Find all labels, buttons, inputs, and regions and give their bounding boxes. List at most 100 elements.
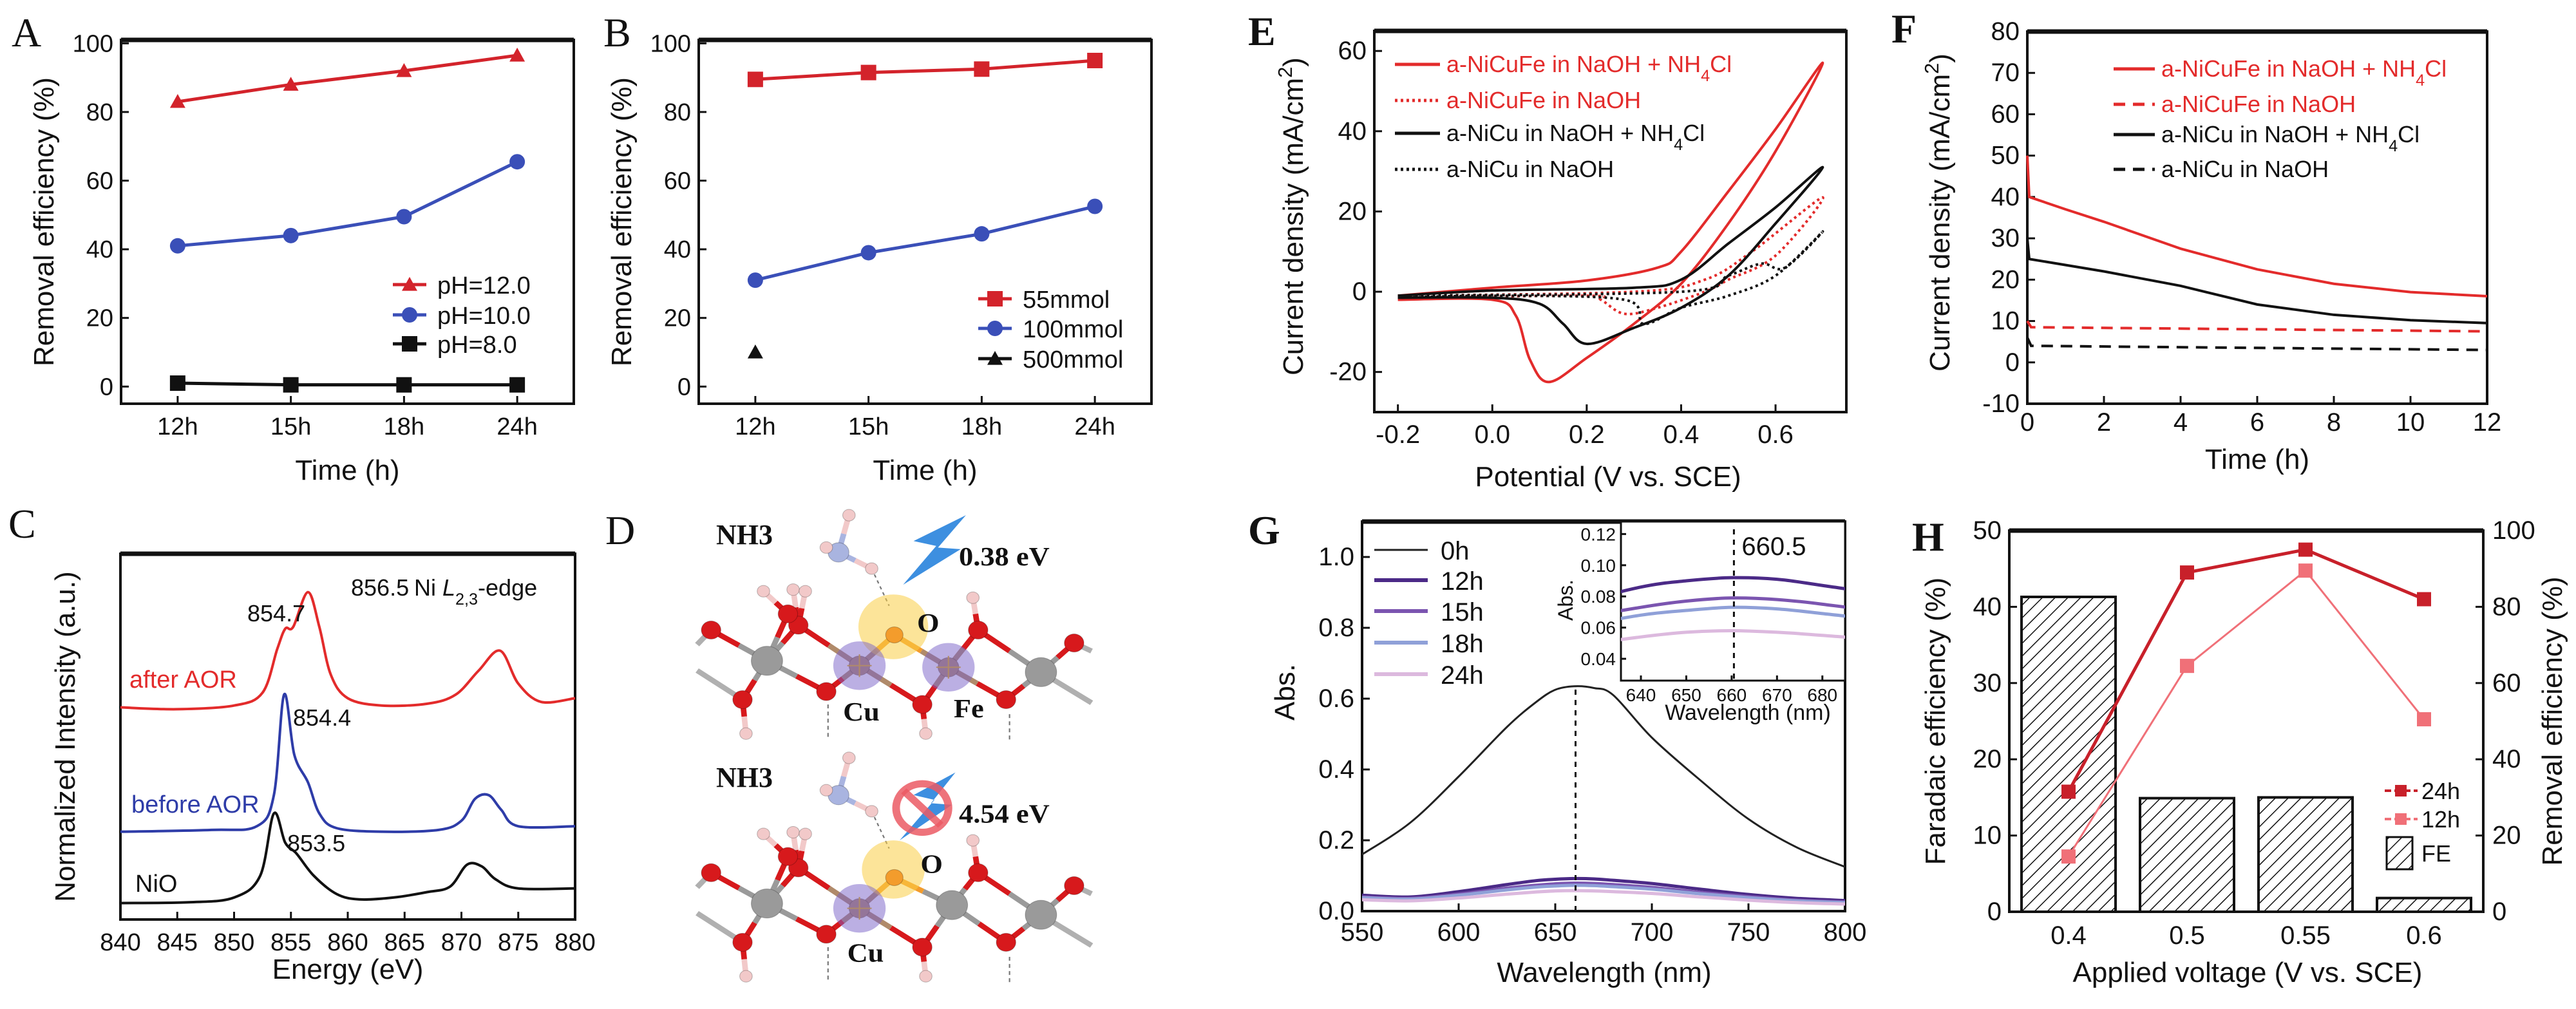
x-tick-label: 860: [327, 929, 368, 956]
data-point-pH=12.0: [283, 77, 299, 91]
series-line-1: [1397, 196, 1824, 316]
peak-annotation: 856.5: [351, 574, 409, 601]
atom-H: [865, 562, 878, 575]
legend-label: 15h: [1441, 598, 1484, 627]
y-tick-label: 80: [86, 99, 113, 126]
data-point-12h: [2298, 563, 2313, 578]
x-tick-label: 875: [498, 929, 538, 956]
legend-label: a-NiCu in NaOH + NH4Cl: [1446, 120, 1705, 154]
atom-O: [816, 925, 837, 944]
atom-H: [842, 509, 856, 522]
molecule-label-bottom: NH3: [716, 762, 773, 793]
x-tick-label: 0.4: [2050, 921, 2087, 950]
y-tick-label-right: 60: [2492, 669, 2521, 697]
atom-label: O: [917, 608, 940, 637]
atom-label: O: [920, 850, 943, 879]
x-tick-label: 18h: [384, 413, 424, 440]
y-tick-label: 0.6: [1318, 684, 1354, 713]
y-tick-label: 100: [650, 30, 691, 57]
y-axis-title: Removal efficiency (%): [28, 77, 60, 366]
atom-M: [750, 646, 783, 676]
atom-M: [750, 888, 783, 919]
adsorption-halo: [862, 840, 925, 899]
x-tick-label: 750: [1727, 918, 1770, 947]
atom-Oa: [885, 869, 904, 886]
atom-O: [816, 682, 837, 701]
data-point-100mmol: [974, 226, 990, 242]
y-tick-label: 60: [1338, 37, 1367, 65]
legend-marker: [402, 307, 417, 323]
inset-y-tick-label: 0.04: [1581, 649, 1616, 669]
atom-O: [912, 695, 933, 714]
legend-label: pH=8.0: [437, 332, 517, 359]
series-line-2: [2026, 238, 2488, 325]
atom-M: [1025, 657, 1057, 687]
atom-H: [819, 541, 833, 554]
data-point-55mmol: [1087, 52, 1103, 68]
energy-barrier-label: 4.54 eV: [959, 800, 1050, 829]
atom-H: [819, 784, 833, 797]
x-tick-label: 855: [270, 929, 311, 956]
atom-H: [919, 727, 933, 740]
data-point-pH=10.0: [283, 227, 299, 243]
y-tick-label: 40: [664, 236, 691, 263]
adsorption-halo: [858, 594, 929, 659]
inset-x-tick-label: 660: [1717, 685, 1747, 705]
spectra-group: [1362, 685, 1845, 906]
x-tick-label: 4: [2174, 408, 2188, 437]
x-tick-label: 0: [2020, 408, 2034, 437]
inset-y-tick-label: 0.12: [1581, 524, 1616, 544]
inset-x-tick-label: 670: [1762, 685, 1792, 705]
data-point-pH=10.0: [509, 154, 526, 170]
spectrum-NiO: [120, 811, 576, 905]
series-line-100mmol: [755, 205, 1095, 282]
spectrum-12h: [1362, 876, 1845, 902]
y-tick-label: 0: [100, 373, 113, 401]
x-tick-label: 880: [554, 929, 595, 956]
x-tick-label: 10: [2396, 408, 2425, 437]
spectrum-18h: [1362, 883, 1845, 905]
x-axis-title: Time (h): [873, 455, 977, 486]
data-point-24h: [2417, 592, 2431, 607]
atom-H: [786, 583, 800, 596]
atom-H: [739, 970, 753, 983]
x-tick-label: 12h: [735, 413, 775, 440]
y-tick-label: 10: [1973, 822, 2002, 850]
legend-marker: [2395, 785, 2407, 797]
atom-O: [777, 847, 799, 866]
legend-label: a-NiCu in NaOH: [2161, 156, 2329, 182]
series-line-3: [2026, 337, 2488, 352]
panel-letter-e: E: [1248, 8, 1276, 54]
molecule-label-top: NH3: [716, 519, 773, 551]
y-tick-label: 70: [1991, 59, 2020, 87]
x-tick-label: 24h: [1074, 413, 1115, 440]
y-axis-title-right: Removal efficiency (%): [2537, 576, 2568, 865]
inset-spectrum-15h: [1621, 596, 1845, 612]
inset-y-tick-label: 0.08: [1581, 587, 1616, 607]
y-tick-label: 0.4: [1318, 755, 1354, 784]
y-tick-label: 20: [1338, 197, 1367, 225]
series-line-2: [1397, 165, 1824, 346]
y-tick-label: -20: [1329, 358, 1367, 386]
y-tick-label: 20: [1973, 745, 2002, 773]
x-tick-label: 650: [1534, 918, 1577, 947]
data-point-55mmol: [747, 71, 763, 88]
peak-annotation: 854.7: [247, 600, 305, 627]
x-tick-label: 24h: [497, 413, 537, 440]
legend-label: pH=10.0: [437, 303, 531, 330]
atom-H: [865, 805, 878, 818]
x-tick-label: 600: [1437, 918, 1481, 947]
data-point-24h: [2061, 784, 2076, 799]
x-tick-label: 15h: [270, 413, 311, 440]
y-tick-label: 60: [86, 168, 113, 195]
data-point-55mmol: [974, 61, 990, 77]
atom-label: Cu: [848, 939, 884, 968]
inset-y-tick-label: 0.10: [1581, 556, 1616, 576]
x-tick-label: 700: [1631, 918, 1674, 947]
inset-x-tick-label: 650: [1671, 685, 1701, 705]
panel-letter-g: G: [1248, 507, 1280, 553]
data-point-100mmol: [1087, 198, 1103, 214]
y-axis-title: Current density (mA/cm2): [1274, 57, 1310, 375]
x-tick-label: 0.4: [1663, 420, 1700, 449]
atom-O: [968, 863, 989, 882]
